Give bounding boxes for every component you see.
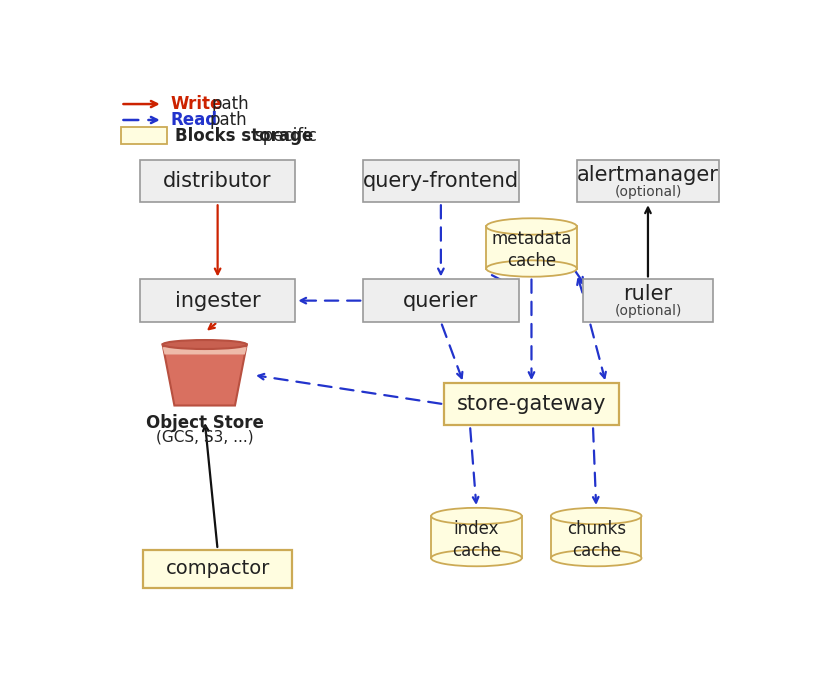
Text: (GCS, S3, ...): (GCS, S3, ...) [156,430,254,444]
Bar [444,383,619,426]
Bar [486,226,577,268]
Bar [140,279,296,322]
Polygon shape [163,344,247,406]
Text: (optional): (optional) [615,304,681,318]
Text: ruler: ruler [624,284,672,304]
Text: chunks
cache: chunks cache [567,520,625,560]
Text: index
cache: index cache [452,520,501,560]
Ellipse shape [551,508,641,524]
Text: query-frontend: query-frontend [363,171,519,191]
Bar [144,550,292,588]
Ellipse shape [551,550,641,566]
Text: Read: Read [170,111,217,129]
Ellipse shape [163,340,247,349]
Text: Write: Write [170,95,222,113]
Bar [363,160,519,202]
Polygon shape [163,347,247,355]
Ellipse shape [431,508,522,524]
Text: Blocks storage: Blocks storage [175,127,313,145]
Text: path: path [210,111,247,129]
Bar [363,279,519,322]
Text: metadata
cache: metadata cache [491,230,572,270]
Bar [551,516,641,558]
Bar [120,128,167,144]
Text: Object Store: Object Store [146,414,264,432]
Ellipse shape [486,218,577,235]
Text: ingester: ingester [175,290,261,310]
Bar [583,279,712,322]
Text: specific: specific [254,127,317,145]
Text: compactor: compactor [165,560,270,578]
Text: path: path [211,95,249,113]
Bar [577,160,719,202]
Text: store-gateway: store-gateway [457,394,606,414]
Text: distributor: distributor [164,171,272,191]
Text: querier: querier [403,290,478,310]
Bar [431,516,522,558]
Bar [140,160,296,202]
Text: alertmanager: alertmanager [577,165,719,185]
Text: (optional): (optional) [615,185,681,199]
Ellipse shape [486,260,577,277]
Ellipse shape [431,550,522,566]
